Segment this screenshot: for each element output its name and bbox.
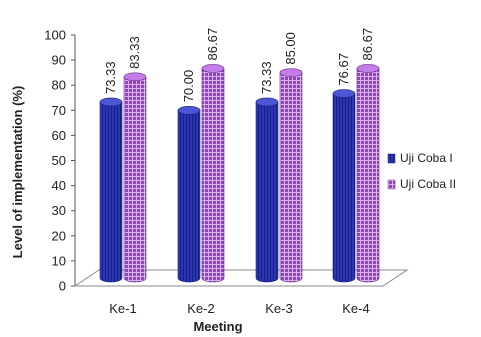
data-label: 76.67 [336, 53, 351, 86]
bar-body [332, 93, 356, 283]
bar-1-ke-2 [177, 106, 201, 283]
bar-2-ke-4 [356, 64, 380, 283]
bar-top [177, 106, 201, 115]
y-tick-label: 10 [52, 253, 66, 268]
y-axis-title: Level of implementation (%) [10, 86, 25, 259]
y-tick-label: 0 [59, 279, 66, 294]
bar-body [177, 110, 201, 283]
data-label: 86.67 [360, 28, 375, 61]
y-tick-label: 60 [52, 128, 66, 143]
legend-label: Uji Coba II [400, 177, 456, 191]
data-labels: 73.33 83.33 70.00 86.67 73.33 85.00 76.67 86.67 [103, 28, 375, 102]
bar-1-ke-4 [332, 89, 356, 283]
legend-label: Uji Coba I [400, 151, 453, 165]
legend-swatch [387, 179, 396, 190]
legend: Uji Coba I Uji Coba II [387, 151, 456, 191]
y-tick-label: 40 [52, 178, 66, 193]
bar-top [279, 68, 303, 77]
bar-top [123, 72, 147, 82]
y-tick-label: 100 [44, 28, 66, 43]
bar-1-ke-3 [255, 97, 279, 283]
bar-1-ke-1 [99, 97, 123, 283]
bar-body [201, 68, 225, 283]
category-label: Ke-2 [187, 301, 214, 316]
category-label: Ke-3 [265, 301, 292, 316]
y-tick-label: 90 [52, 53, 66, 68]
bar-body [279, 72, 303, 283]
y-tick-label: 30 [52, 203, 66, 218]
bar-body [356, 68, 380, 283]
data-label: 86.67 [205, 28, 220, 61]
bar-2-ke-1 [123, 72, 147, 283]
bar-2-ke-3 [279, 68, 303, 283]
y-tick-label: 20 [52, 228, 66, 243]
bar-body [123, 76, 147, 283]
bar-top [99, 97, 123, 107]
bar-body [255, 101, 279, 283]
chart-floor [73, 269, 409, 287]
bars [99, 64, 380, 283]
bar-top [255, 97, 279, 107]
data-label: 73.33 [259, 61, 274, 94]
bar-2-ke-2 [201, 64, 225, 283]
y-tick-label: 50 [52, 153, 66, 168]
data-label: 83.33 [127, 36, 142, 69]
y-tick-label: 80 [52, 78, 66, 93]
legend-item: Uji Coba II [387, 177, 456, 191]
y-axis: 0 10 20 30 40 50 60 70 80 90 100 [44, 28, 76, 294]
data-label: 73.33 [103, 61, 118, 94]
legend-swatch [387, 153, 396, 164]
y-tick-label: 70 [52, 103, 66, 118]
category-label: Ke-1 [109, 301, 136, 316]
bar-top [356, 64, 380, 73]
data-label: 70.00 [181, 70, 196, 103]
x-axis-title: Meeting [193, 319, 242, 334]
data-label: 85.00 [283, 32, 298, 65]
category-label: Ke-4 [342, 301, 369, 316]
bar-top [332, 89, 356, 98]
bar-top [201, 64, 225, 73]
bar-body [99, 101, 123, 283]
category-labels: Ke-1 Ke-2 Ke-3 Ke-4 [109, 301, 369, 316]
legend-item: Uji Coba I [387, 151, 453, 165]
y-tick-labels: 0 10 20 30 40 50 60 70 80 90 100 [44, 28, 75, 294]
